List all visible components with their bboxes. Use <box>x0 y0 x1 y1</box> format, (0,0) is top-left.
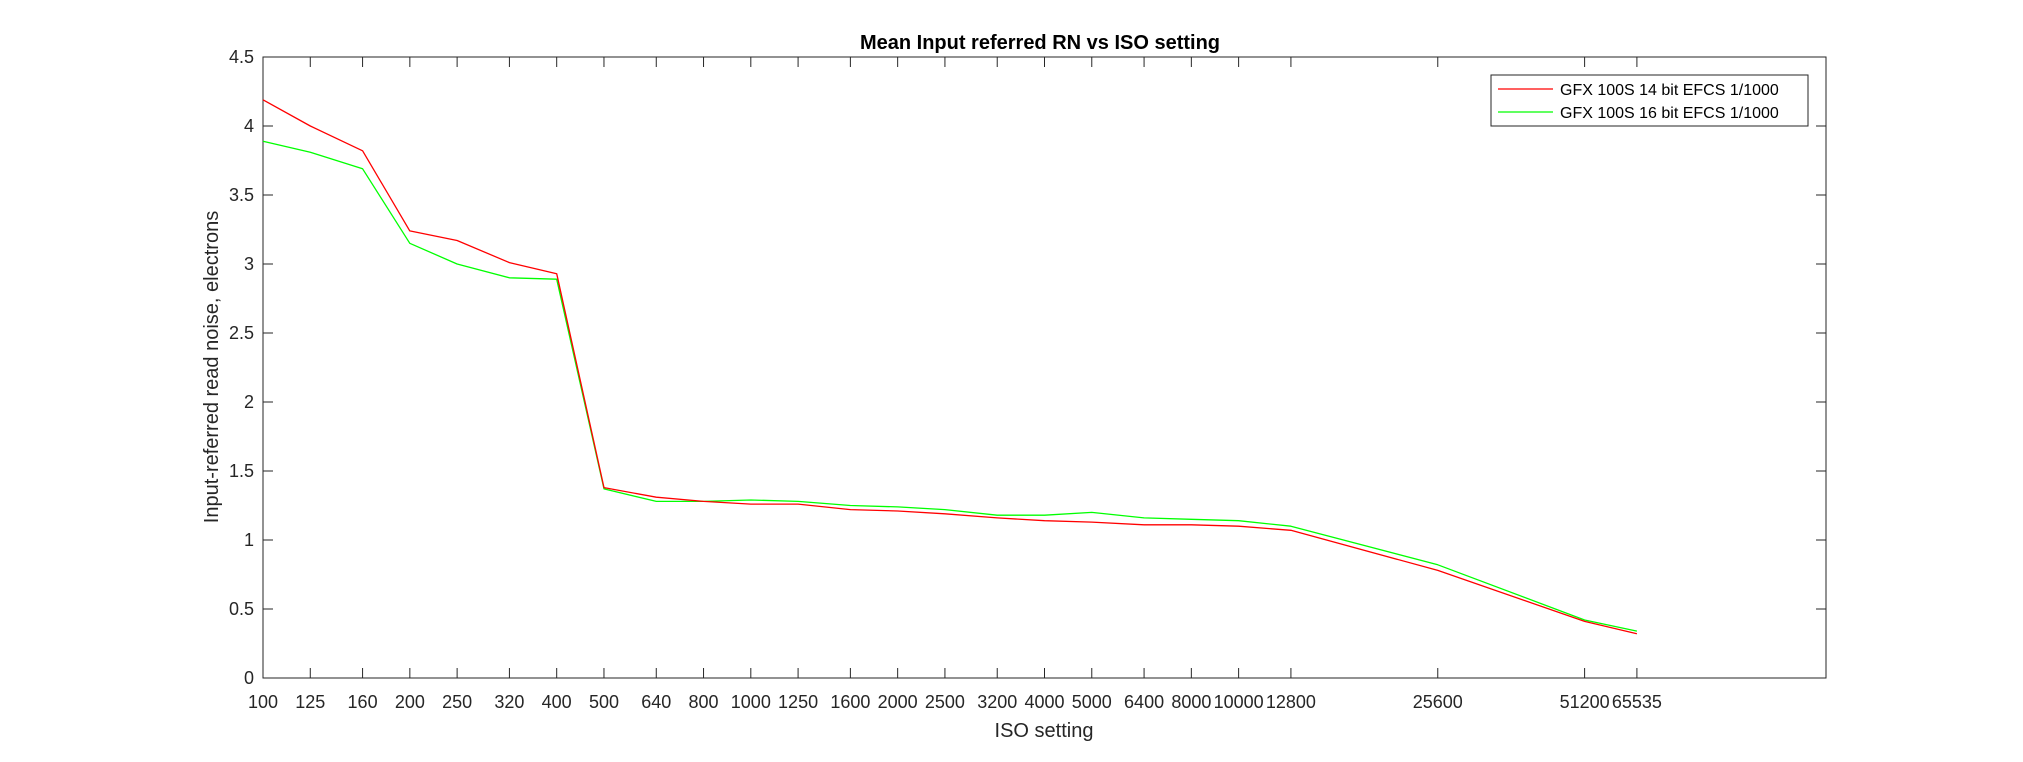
x-tick-label: 4000 <box>1024 692 1064 712</box>
x-tick-label: 65535 <box>1612 692 1662 712</box>
x-tick-label: 500 <box>589 692 619 712</box>
x-tick-label: 12800 <box>1266 692 1316 712</box>
x-tick-label: 3200 <box>977 692 1017 712</box>
x-tick-label: 1600 <box>830 692 870 712</box>
x-tick-label: 400 <box>542 692 572 712</box>
x-tick-label: 640 <box>641 692 671 712</box>
y-tick-label: 0.5 <box>229 599 254 619</box>
y-tick-label: 3 <box>244 254 254 274</box>
x-tick-label: 6400 <box>1124 692 1164 712</box>
x-tick-label: 320 <box>494 692 524 712</box>
x-tick-label: 51200 <box>1560 692 1610 712</box>
x-tick-label: 5000 <box>1072 692 1112 712</box>
plot-area <box>262 56 1827 679</box>
x-tick-label: 2000 <box>878 692 918 712</box>
x-tick-label: 10000 <box>1214 692 1264 712</box>
x-axis-label: ISO setting <box>995 720 1094 742</box>
x-tick-label: 8000 <box>1171 692 1211 712</box>
series-lines <box>262 99 1638 635</box>
x-tick-label: 160 <box>348 692 378 712</box>
legend-label-series-1: GFX 100S 14 bit EFCS 1/1000 <box>1560 82 1779 99</box>
x-tick-label: 2500 <box>925 692 965 712</box>
y-tick-label: 1.5 <box>229 461 254 481</box>
x-tick-label: 25600 <box>1413 692 1463 712</box>
chart-title: Mean Input referred RN vs ISO setting <box>860 32 1220 54</box>
x-tick-label: 1000 <box>731 692 771 712</box>
axis-ticks <box>262 56 1826 679</box>
series-line-1 <box>262 99 1638 635</box>
x-tick-label: 200 <box>395 692 425 712</box>
y-tick-label: 4.5 <box>229 47 254 67</box>
x-tick-label: 250 <box>442 692 472 712</box>
series-line-2 <box>262 140 1638 632</box>
y-tick-label: 2 <box>244 392 254 412</box>
y-tick-label: 2.5 <box>229 323 254 343</box>
legend: GFX 100S 14 bit EFCS 1/1000 GFX 100S 16 … <box>1490 74 1809 127</box>
x-tick-label: 100 <box>248 692 278 712</box>
legend-label-series-2: GFX 100S 16 bit EFCS 1/1000 <box>1560 105 1779 122</box>
y-tick-label: 1 <box>244 530 254 550</box>
y-tick-label: 0 <box>244 668 254 688</box>
x-tick-label: 1250 <box>778 692 818 712</box>
axis-tick-labels: 100 125 160 200 250 320 400 500 640 800 1000 1250 16… <box>229 47 1662 712</box>
y-tick-label: 3.5 <box>229 185 254 205</box>
y-tick-label: 4 <box>244 116 254 136</box>
legend-box <box>1490 74 1809 127</box>
y-axis-label: Input-referred read noise, electrons <box>201 211 223 523</box>
x-tick-label: 125 <box>295 692 325 712</box>
x-tick-label: 800 <box>689 692 719 712</box>
